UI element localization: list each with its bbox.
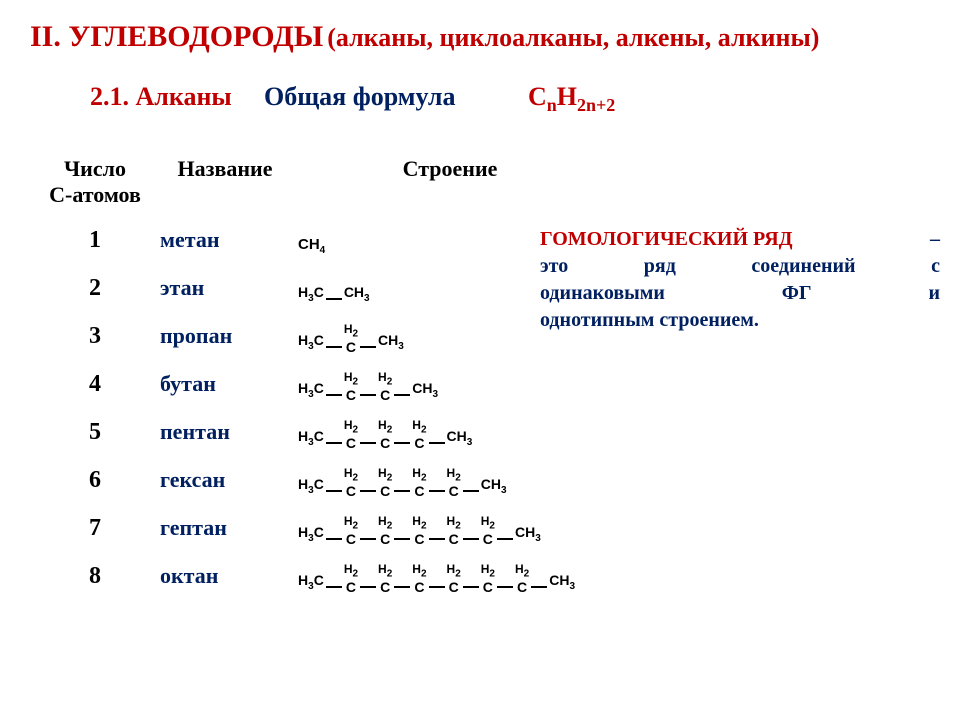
note-l2c: и (928, 280, 940, 307)
row-structure: H3CH2CH2CCH3 (290, 366, 700, 402)
row-name: гептан (160, 515, 290, 541)
header-name: Название (160, 156, 290, 208)
row-name: этан (160, 275, 290, 301)
row-num: 4 (30, 371, 160, 398)
table-row: 4бутанH3CH2CH2CCH3 (30, 360, 930, 408)
note-l1: это (540, 253, 568, 280)
header-struct: Строение (290, 156, 610, 208)
row-name: пропан (160, 323, 290, 349)
definition-note: ГОМОЛОГИЧЕСКИЙ РЯД – это ряд соединений … (540, 226, 940, 334)
table-headers: Число С-атомов Название Строение (30, 156, 930, 208)
note-term: ГОМОЛОГИЧЕСКИЙ РЯД (540, 226, 792, 253)
row-num: 7 (30, 515, 160, 542)
row-structure: H3CH2CH2CH2CCH3 (290, 414, 700, 450)
section-formula-label: Общая формула (264, 82, 524, 112)
row-name: пентан (160, 419, 290, 445)
title-main: II. УГЛЕВОДОРОДЫ (30, 20, 323, 53)
content-area: ГОМОЛОГИЧЕСКИЙ РЯД – это ряд соединений … (30, 216, 930, 600)
row-num: 6 (30, 467, 160, 494)
row-num: 5 (30, 419, 160, 446)
row-num: 3 (30, 323, 160, 350)
page-title: II. УГЛЕВОДОРОДЫ (алканы, циклоалканы, а… (30, 20, 930, 54)
row-num: 8 (30, 563, 160, 590)
table-row: 8октанH3CH2CH2CH2CH2CH2CH2CCH3 (30, 552, 930, 600)
table-row: 5пентанH3CH2CH2CH2CCH3 (30, 408, 930, 456)
general-formula: CnH2n+2 (528, 82, 615, 111)
section-header: 2.1. Алканы Общая формула CnH2n+2 (90, 82, 930, 116)
header-num: Число С-атомов (30, 156, 160, 208)
row-name: метан (160, 227, 290, 253)
note-l3: однотипным строением. (540, 309, 759, 331)
row-structure: H3CH2CH2CH2CH2CCH3 (290, 462, 700, 498)
row-num: 2 (30, 275, 160, 302)
row-structure: H3CH2CH2CH2CH2CH2CCH3 (290, 510, 700, 546)
note-l2a: одинаковыми (540, 280, 665, 307)
title-sub: (алканы, циклоалканы, алкены, алкины) (327, 23, 819, 52)
row-num: 1 (30, 227, 160, 254)
note-l2b: ФГ (782, 280, 812, 307)
table-row: 6гексанH3CH2CH2CH2CH2CCH3 (30, 456, 930, 504)
row-name: гексан (160, 467, 290, 493)
row-name: октан (160, 563, 290, 589)
row-structure: H3CH2CH2CH2CH2CH2CH2CCH3 (290, 558, 700, 594)
row-name: бутан (160, 371, 290, 397)
section-number: 2.1. Алканы (90, 82, 260, 112)
table-row: 7гептанH3CH2CH2CH2CH2CH2CCH3 (30, 504, 930, 552)
